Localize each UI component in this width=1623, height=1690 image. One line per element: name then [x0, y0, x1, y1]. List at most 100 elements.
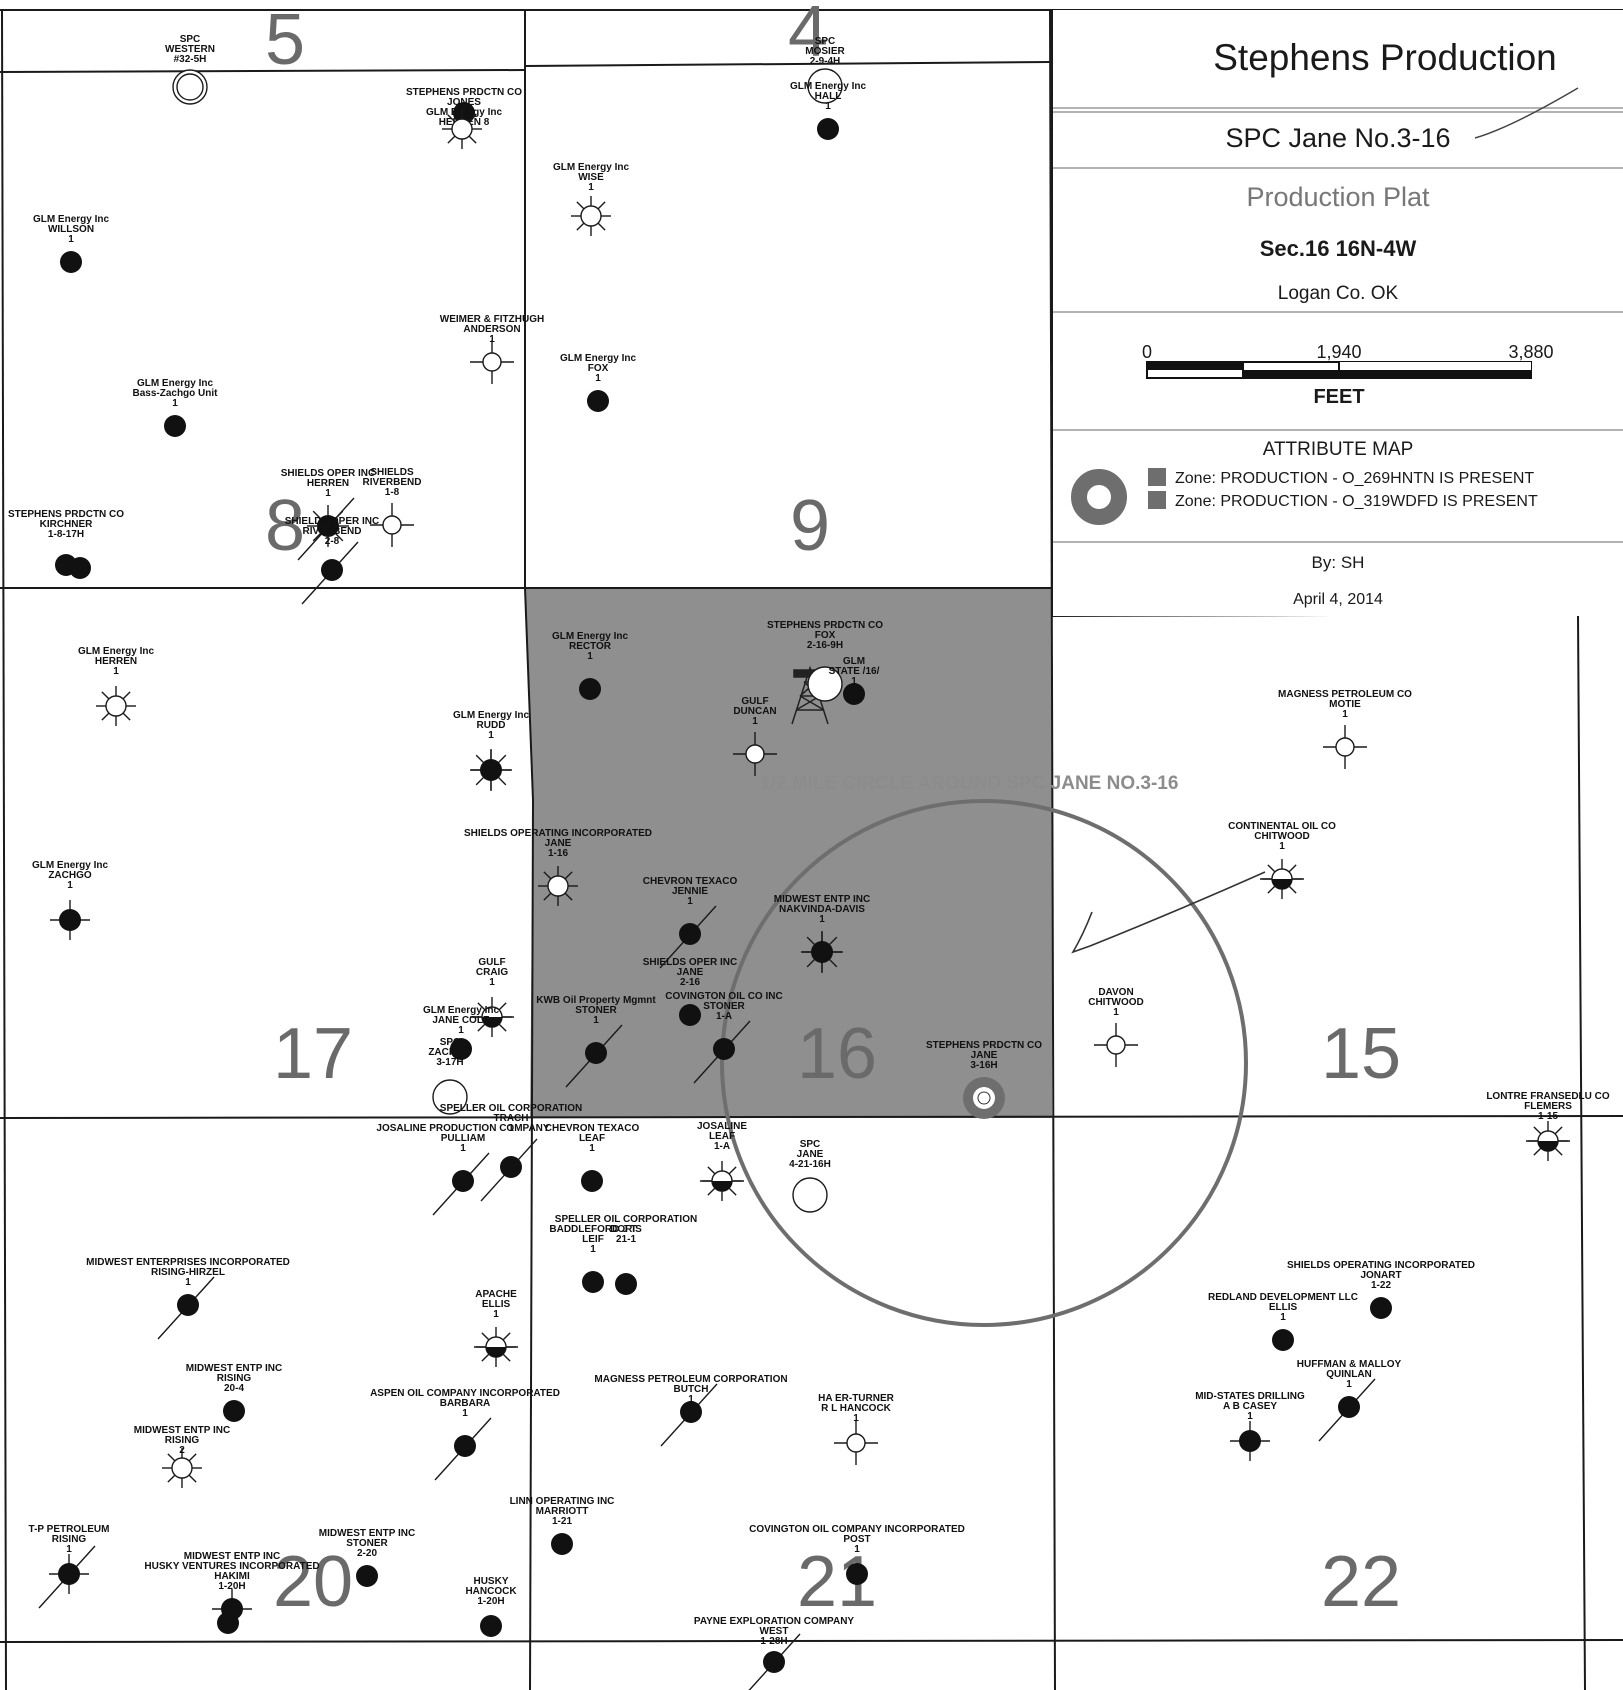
well-label: JOSALINE LEAF 1-A	[697, 1121, 747, 1152]
well-label: CONTINENTAL OIL CO CHITWOOD 1	[1228, 821, 1336, 852]
legend-title: ATTRIBUTE MAP	[1263, 439, 1414, 460]
well-half-icon	[474, 1327, 518, 1367]
scale-tick-0: 0	[1142, 342, 1152, 362]
well-oil-icon	[60, 251, 82, 273]
legend-item-1: Zone: PRODUCTION - O_269HNTN IS PRESENT	[1175, 470, 1534, 487]
well-label: KWB Oil Property Mgmnt STONER 1	[536, 995, 656, 1026]
well-label: SPC ZACHGO 3-17H	[428, 1037, 472, 1068]
scale-bar	[1146, 361, 1532, 379]
author: By: SH	[1312, 553, 1365, 572]
well-oil-icon	[69, 557, 91, 579]
well-label: GLM Energy Inc RUDD 1	[453, 710, 530, 741]
plat-date: April 4, 2014	[1293, 591, 1383, 608]
well-label: ASPEN OIL COMPANY INCORPORATED BARBARA 1	[370, 1388, 560, 1419]
well-oil-icon	[679, 1004, 701, 1026]
well-oil-icon	[480, 1138, 538, 1202]
well-plugged-icon	[834, 1421, 878, 1465]
section-numbers: 5 4 8 9 17 16 15 20 21 22	[265, 0, 1401, 1622]
well-oil-icon	[450, 1038, 472, 1060]
section-number: 17	[273, 1014, 353, 1094]
well-title: SPC Jane No.3-16	[1225, 123, 1450, 153]
well-oil-icon	[434, 1417, 492, 1481]
legend-item-2: Zone: PRODUCTION - O_319WDFD IS PRESENT	[1175, 493, 1538, 510]
section-number: 8	[265, 486, 305, 566]
well-oil-icon	[846, 1563, 868, 1585]
section-16-highlight	[525, 588, 1052, 1118]
scale-tick-max: 3,880	[1508, 342, 1553, 362]
section-number: 21	[797, 1542, 877, 1622]
well-label: MAGNESS PETROLEUM CORPORATION BUTCH 1	[594, 1374, 787, 1405]
well-label: JOSALINE PRODUCTION COMPANY PULLIAM 1	[376, 1123, 549, 1154]
well-label: HA ER-TURNER R L HANCOCK 1	[818, 1393, 895, 1424]
well-oil-icon	[157, 1276, 215, 1340]
well-label: REDLAND DEVELOPMENT LLC ELLIS 1	[1208, 1292, 1358, 1323]
well-oil-icon	[301, 541, 359, 605]
well-plugged-icon	[470, 340, 514, 384]
scale-tick-mid: 1,940	[1316, 342, 1361, 362]
well-dry-icon	[96, 686, 136, 726]
well-target-icon	[963, 1077, 1005, 1119]
well-dry-icon	[571, 196, 611, 236]
well-location-icon	[807, 666, 843, 702]
well-oil-icon	[38, 1545, 96, 1609]
well-oil-icon	[582, 1271, 604, 1293]
well-label: DAVON CHITWOOD 1	[1088, 987, 1144, 1018]
well-label: HUFFMAN & MALLOY QUINLAN 1	[1297, 1359, 1402, 1390]
well-label: PAYNE EXPLORATION COMPANY WEST 1-28H	[694, 1616, 855, 1647]
well-half-icon	[470, 997, 514, 1037]
well-oil-icon	[1272, 1329, 1294, 1351]
well-label: MAGNESS PETROLEUM CO MOTIE 1	[1278, 689, 1412, 720]
well-oil-icon	[660, 1383, 718, 1447]
legend-ring-icon	[1071, 469, 1127, 525]
section-number: 22	[1321, 1542, 1401, 1622]
well-location-icon	[792, 1177, 828, 1213]
section-number: 20	[273, 1542, 353, 1622]
well-label: CHEVRON TEXACO JENNIE 1	[643, 876, 738, 907]
well-label: MIDWEST ENTERPRISES INCORPORATED RISING-H…	[86, 1257, 290, 1288]
well-label: LONTRE FRANSEDLU CO FLEMERS 1-15	[1486, 1091, 1610, 1122]
well-label: HUSKY HANCOCK 1-20H	[465, 1576, 517, 1607]
well-label: GLM Energy Inc WISE 1	[553, 162, 630, 193]
well-oil-icon	[432, 1152, 490, 1216]
well-label: GLM Energy Inc RECTOR 1	[552, 631, 629, 662]
well-label: MIDWEST ENTP INC RISING 2	[134, 1425, 230, 1456]
well-oil-icon	[223, 1400, 245, 1422]
section-number: 15	[1321, 1014, 1401, 1094]
well-label: MIDWEST ENTP INC STONER 2-20	[319, 1528, 415, 1559]
well-oilgas-icon	[297, 497, 355, 561]
well-oil-icon	[565, 1024, 623, 1088]
well-label: SHIELDS OPERATING INCORPORATED JONART 1-22	[1287, 1260, 1475, 1291]
well-label: COVINGTON OIL CO INC STONER 1-A	[665, 991, 782, 1022]
well-oilgas-icon	[470, 749, 512, 791]
well-plugged-icon	[1094, 1023, 1138, 1067]
well-dry-icon	[538, 866, 578, 906]
legend-swatch-icon	[1148, 491, 1166, 509]
well-dry-icon	[442, 109, 482, 149]
half-mile-circle	[720, 799, 1248, 1327]
well-label: T-P PETROLEUM RISING 1	[29, 1524, 110, 1555]
section-number: 9	[790, 486, 830, 566]
half-mile-circle-label: 1/2 MILE CIRCLE AROUND SPC JANE NO.3-16	[760, 773, 1178, 794]
well-half-icon	[700, 1161, 744, 1201]
well-oil-icon	[581, 1170, 603, 1192]
well-oil-icon	[587, 390, 609, 412]
well-label: SPC MOSIER 2-9-4H	[805, 36, 845, 67]
well-label: STEPHENS PRDCTN CO JANE 3-16H	[926, 1040, 1042, 1071]
well-oil-icon	[817, 118, 839, 140]
well-oil-icon	[453, 102, 475, 124]
well-oil-icon	[217, 1612, 239, 1634]
well-label: SPC WESTERN #32-5H	[165, 34, 215, 65]
well-oil-icon	[748, 1633, 801, 1690]
well-label: SHIELDS RIVERBEND 1-8	[363, 467, 422, 498]
well-location-icon	[172, 69, 208, 105]
well-oil-icon	[579, 678, 601, 700]
well-label: SPELLER OIL CORPORATION DORIS 21-1	[555, 1214, 697, 1245]
well-oil-icon	[1370, 1297, 1392, 1319]
well-oil-icon	[50, 900, 90, 940]
well-label: SHIELDS OPERATING INCORPORATED JANE 1-16	[464, 828, 652, 859]
well-location-icon	[807, 68, 843, 104]
section-number: 4	[788, 0, 828, 72]
well-label: BADDLEFORD J T LEIF 1	[549, 1224, 636, 1255]
well-label: GULF CRAIG 1	[476, 957, 508, 988]
well-label: CHEVRON TEXACO LEAF 1	[545, 1123, 640, 1154]
